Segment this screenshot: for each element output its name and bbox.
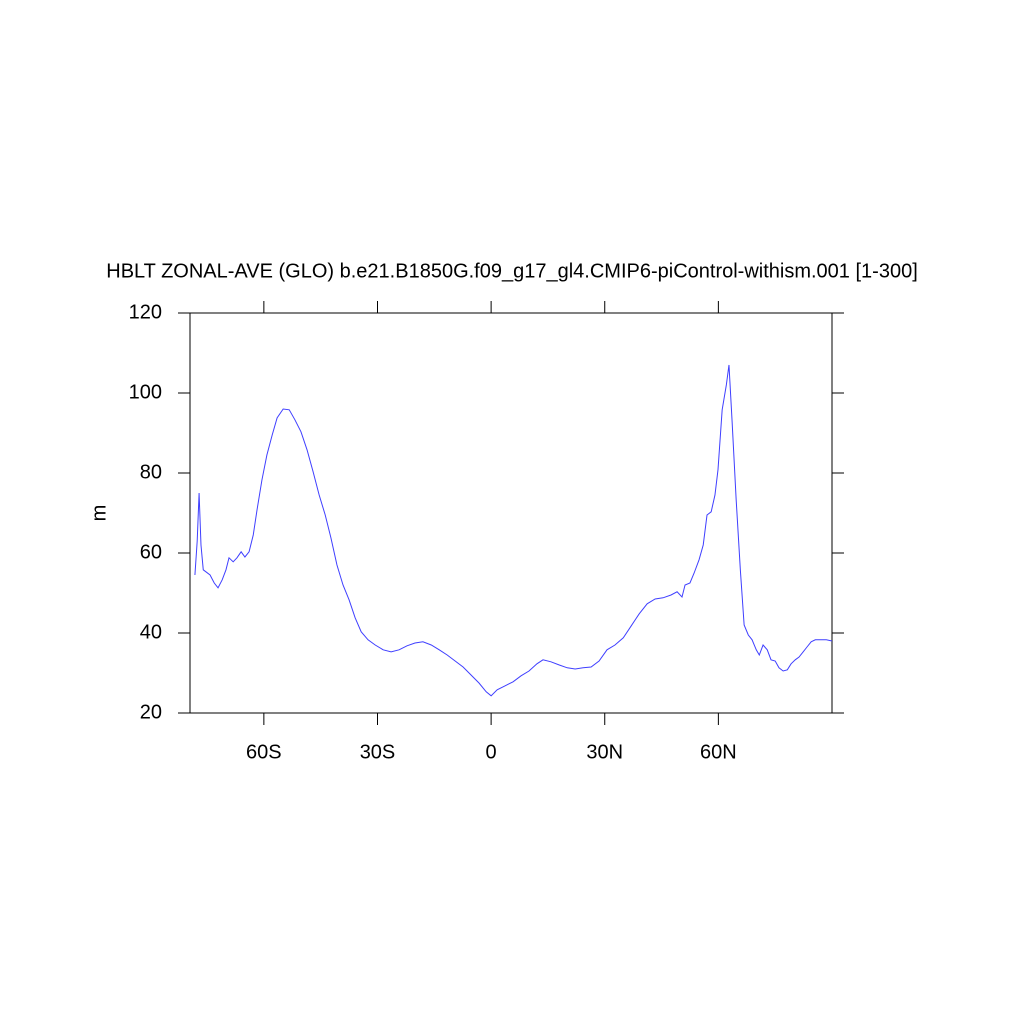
y-tick-label: 40 [140, 621, 162, 643]
data-line [194, 364, 833, 697]
y-tick-label: 100 [129, 381, 162, 403]
y-tick-label: 120 [129, 301, 162, 323]
x-tick-label: 60N [700, 741, 737, 763]
y-tick-label: 20 [140, 701, 162, 723]
y-axis-label: m [88, 505, 110, 522]
x-tick-label: 30N [586, 741, 623, 763]
chart-title: HBLT ZONAL-AVE (GLO) b.e21.B1850G.f09_g1… [106, 260, 918, 282]
plot-frame [189, 312, 833, 714]
x-tick-label: 60S [246, 741, 282, 763]
y-tick-label: 60 [140, 541, 162, 563]
x-tick-label: 30S [360, 741, 396, 763]
y-tick-label: 80 [140, 461, 162, 483]
x-tick-label: 0 [486, 741, 497, 763]
